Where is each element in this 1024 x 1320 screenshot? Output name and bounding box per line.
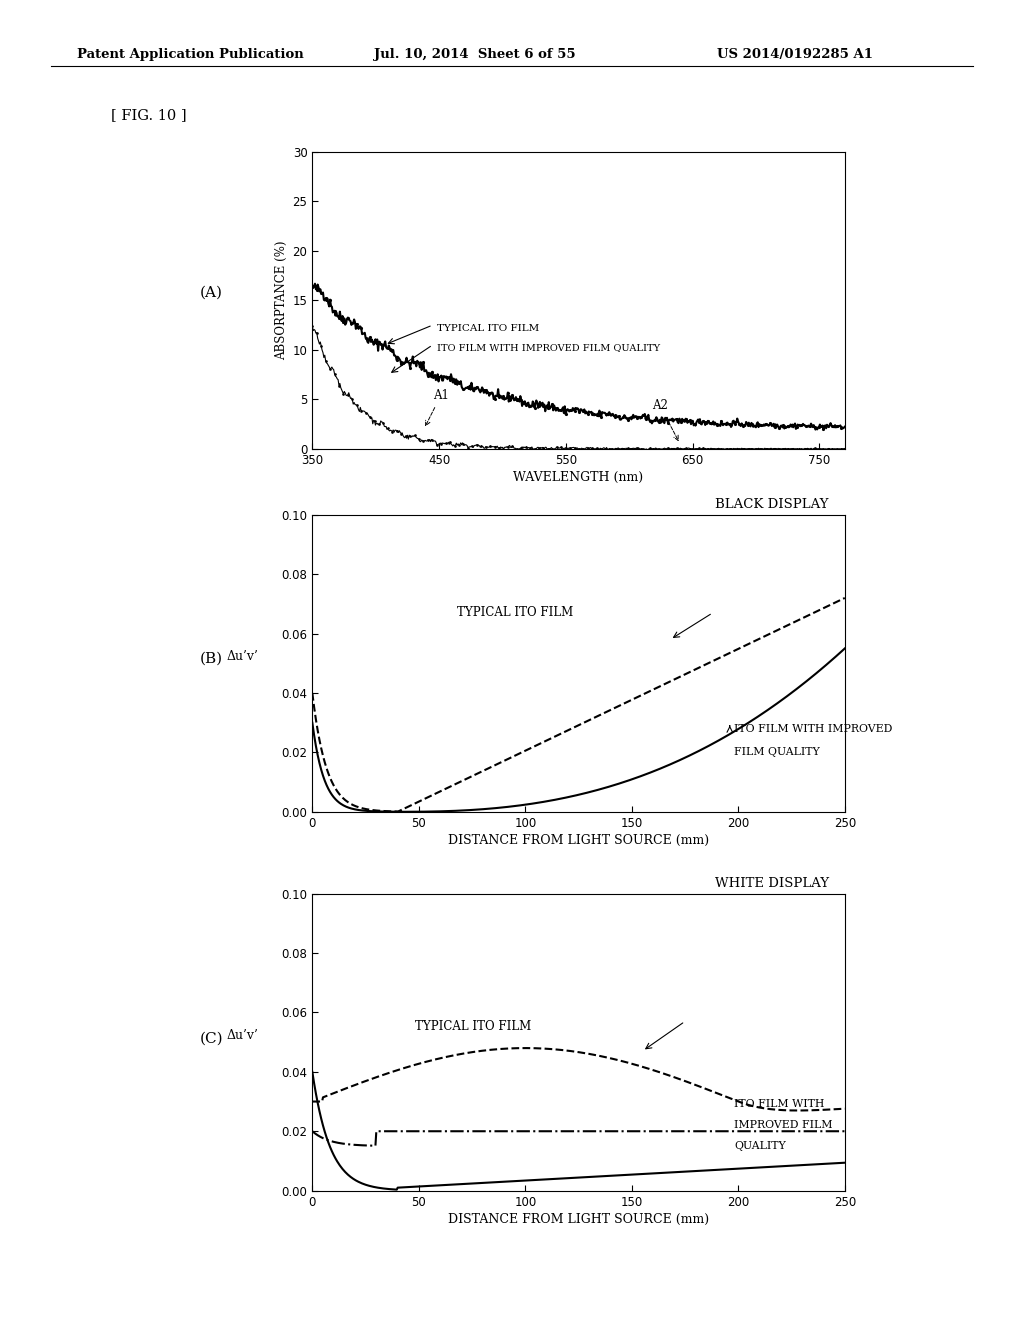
Text: [ FIG. 10 ]: [ FIG. 10 ]: [111, 108, 186, 123]
X-axis label: WAVELENGTH (nm): WAVELENGTH (nm): [513, 471, 644, 484]
Text: BLACK DISPLAY: BLACK DISPLAY: [716, 498, 828, 511]
X-axis label: DISTANCE FROM LIGHT SOURCE (mm): DISTANCE FROM LIGHT SOURCE (mm): [447, 834, 710, 847]
Text: IMPROVED FILM: IMPROVED FILM: [734, 1121, 833, 1130]
Y-axis label: Δu’v’: Δu’v’: [226, 1030, 258, 1043]
Text: ITO FILM WITH: ITO FILM WITH: [734, 1100, 824, 1110]
Text: TYPICAL ITO FILM: TYPICAL ITO FILM: [415, 1020, 530, 1034]
Text: (B): (B): [200, 652, 223, 665]
Text: Jul. 10, 2014  Sheet 6 of 55: Jul. 10, 2014 Sheet 6 of 55: [374, 48, 575, 61]
Text: ITO FILM WITH IMPROVED: ITO FILM WITH IMPROVED: [734, 723, 893, 734]
Text: TYPICAL ITO FILM: TYPICAL ITO FILM: [436, 323, 539, 333]
Text: US 2014/0192285 A1: US 2014/0192285 A1: [717, 48, 872, 61]
Y-axis label: ABSORPTANCE (%): ABSORPTANCE (%): [275, 240, 289, 360]
Text: A2: A2: [652, 399, 678, 441]
Text: (A): (A): [200, 286, 222, 300]
Text: Patent Application Publication: Patent Application Publication: [77, 48, 303, 61]
X-axis label: DISTANCE FROM LIGHT SOURCE (mm): DISTANCE FROM LIGHT SOURCE (mm): [447, 1213, 710, 1226]
Text: WHITE DISPLAY: WHITE DISPLAY: [715, 876, 828, 890]
Text: FILM QUALITY: FILM QUALITY: [734, 747, 820, 758]
Text: TYPICAL ITO FILM: TYPICAL ITO FILM: [457, 606, 573, 619]
Text: ITO FILM WITH IMPROVED FILM QUALITY: ITO FILM WITH IMPROVED FILM QUALITY: [436, 343, 659, 352]
Y-axis label: Δu’v’: Δu’v’: [226, 651, 258, 664]
Text: (C): (C): [200, 1032, 223, 1045]
Text: QUALITY: QUALITY: [734, 1140, 785, 1151]
Text: A1: A1: [426, 389, 449, 425]
